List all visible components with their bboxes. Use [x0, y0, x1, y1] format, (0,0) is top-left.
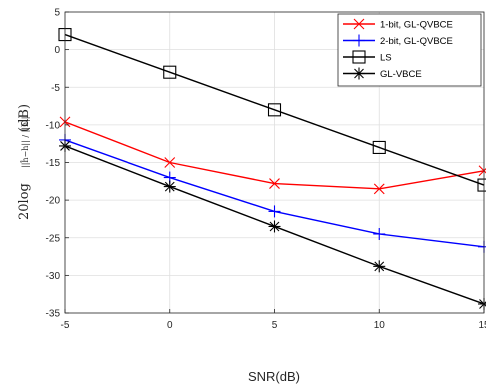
axis-ticks: -5 0 5 10 15 -35 -30 -25 -20 -15 -10 -5 0 5	[46, 8, 486, 332]
data-point	[164, 157, 176, 168]
y-tick-label: -10	[46, 120, 61, 131]
y-tick-label: 5	[54, 8, 60, 19]
x-tick-label: 15	[478, 320, 486, 331]
y-tick-label: 0	[54, 45, 60, 56]
data-point	[163, 180, 176, 193]
x-tick-label: 0	[167, 320, 173, 331]
data-point	[373, 227, 386, 240]
y-tick-label: -5	[51, 83, 60, 94]
legend-entry: LS	[343, 50, 392, 64]
data-point	[267, 103, 282, 117]
data-point	[268, 220, 281, 233]
legend-label: LS	[380, 53, 392, 64]
legend-marker	[353, 18, 365, 30]
y-axis-label-fraction: ||ĥ−h|| / ||h||	[21, 116, 30, 168]
series-line	[64, 33, 485, 186]
x-tick-label: 10	[374, 320, 386, 331]
y-axis-label-unit: (dB)	[17, 104, 32, 132]
y-axis-label: 20log ||ĥ−h|| / ||h|| (dB)	[17, 104, 32, 220]
legend-marker	[352, 50, 366, 64]
series-layer	[58, 28, 486, 310]
y-tick-label: -35	[46, 309, 61, 320]
x-tick-label: 5	[272, 320, 278, 331]
legend-entry: 1-bit, GL-QVBCE	[343, 18, 453, 31]
data-point	[163, 65, 177, 79]
legend-entry: GL-VBCE	[343, 67, 422, 80]
data-point	[372, 140, 386, 154]
x-axis-label: SNR(dB)	[248, 369, 300, 384]
legend-label: 1-bit, GL-QVBCE	[380, 20, 453, 31]
data-point	[268, 205, 281, 218]
y-tick-label: -20	[46, 196, 61, 207]
y-axis-label-prefix: 20log	[17, 183, 32, 220]
legend-label: 2-bit, GL-QVBCE	[380, 36, 453, 47]
series-1-bit-gl-qvbce	[59, 116, 486, 195]
data-point	[373, 260, 386, 273]
y-tick-label: -30	[46, 271, 61, 282]
data-point	[269, 178, 280, 189]
legend-label: GL-VBCE	[380, 69, 422, 80]
legend-entry: 2-bit, GL-QVBCE	[343, 34, 453, 47]
y-tick-label: -15	[46, 158, 61, 169]
x-tick-label: -5	[61, 320, 70, 331]
y-tick-label: -25	[46, 233, 61, 244]
data-point	[373, 183, 385, 195]
legend: 1-bit, GL-QVBCE 2-bit, GL-QVBCE LS GL-VBCE	[337, 13, 482, 87]
legend-marker	[353, 67, 365, 80]
legend-marker	[353, 34, 365, 47]
